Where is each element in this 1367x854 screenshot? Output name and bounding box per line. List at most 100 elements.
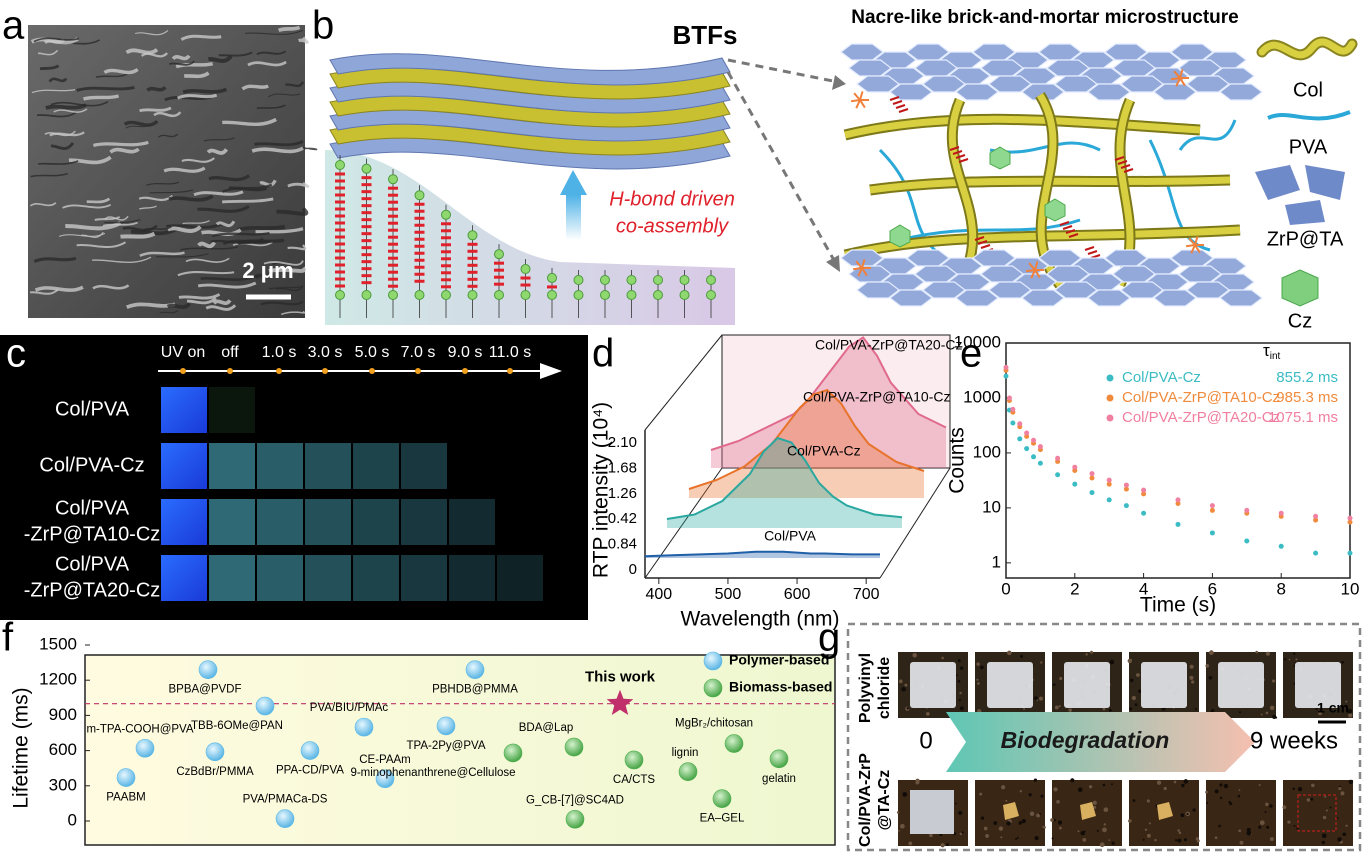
uv-frame	[305, 443, 351, 489]
legend-marker	[1106, 394, 1114, 402]
data-point	[1175, 521, 1181, 527]
uv-frame	[353, 499, 399, 545]
y-tick-label: 300	[49, 775, 77, 794]
data-point	[1010, 406, 1016, 412]
uv-frame	[209, 555, 255, 601]
sem-flake	[120, 231, 156, 239]
y-tick-label: 1500	[39, 634, 77, 653]
data-point	[724, 734, 744, 753]
sem-flake	[208, 174, 251, 182]
pva-chain	[899, 218, 1081, 242]
point-label: PBHDB@PMMA	[432, 684, 518, 696]
ta-molecule	[1173, 70, 1181, 79]
legend-text: Col/PVA-ZrP@TA10-Cz	[1122, 389, 1280, 406]
ta-molecule	[1030, 269, 1036, 279]
chain-atom	[706, 275, 716, 285]
panel-label: d	[592, 332, 614, 376]
soil-grain	[1154, 838, 1157, 842]
data-point	[135, 738, 155, 758]
spectrum-area	[689, 390, 924, 498]
soil-grain	[1175, 839, 1178, 842]
sem-flake	[53, 108, 88, 113]
point-label: CA/CTS	[613, 774, 656, 786]
sem-texture	[29, 25, 318, 316]
sample-name: Col/PVA	[55, 398, 130, 420]
legend-text: ZrP@TA	[1267, 228, 1344, 250]
soil-grain	[1088, 785, 1093, 789]
sem-flake	[143, 226, 172, 231]
soil-grain	[1181, 783, 1185, 788]
col-fiber	[844, 115, 1201, 139]
ta-molecule	[852, 267, 863, 271]
sem-flake	[263, 260, 304, 266]
sem-flake	[177, 270, 235, 277]
soil-grain	[1039, 696, 1044, 701]
soil-grain	[1214, 836, 1218, 840]
arrow	[566, 195, 581, 240]
sem-flake	[287, 244, 307, 251]
uv-frame	[401, 499, 447, 545]
uv-frame	[353, 555, 399, 601]
point-label: lignin	[672, 747, 699, 759]
hexagon-sheet	[856, 281, 900, 299]
sem-flake	[168, 194, 214, 202]
soil-grain	[1237, 794, 1241, 798]
soil-grain	[1015, 837, 1018, 840]
soil-grain	[1068, 708, 1072, 712]
hexagon-sheet	[889, 83, 933, 101]
spectrum-area	[711, 337, 946, 468]
timeline-label: 11.0 s	[489, 344, 531, 361]
chain-atom	[600, 275, 610, 285]
row-label: Col/PVA-ZrP	[857, 753, 874, 847]
sem-flake	[208, 54, 233, 63]
point-label: m-TPA-COOH@PVA	[86, 723, 193, 735]
sem-flake	[92, 256, 152, 264]
soil-grain	[1311, 783, 1315, 788]
soil-grain	[1103, 807, 1109, 813]
data-point	[1175, 501, 1181, 507]
y-tick-label: 10	[982, 497, 1001, 516]
x-tick-label: 700	[853, 586, 880, 603]
soil-grain	[1180, 813, 1185, 818]
sem-flake	[163, 166, 206, 173]
soil-grain	[1329, 806, 1332, 809]
soil-grain	[1178, 831, 1182, 835]
legend-pva	[1267, 110, 1351, 121]
legend-header: τint	[1263, 341, 1281, 361]
soil-grain	[1021, 818, 1026, 824]
y-tick-label: 1.26	[608, 485, 637, 502]
zoom-arrow	[727, 58, 839, 84]
sem-flake	[171, 54, 191, 61]
legend-col	[1258, 38, 1356, 59]
h-bond	[958, 158, 969, 163]
soil-grain	[1306, 798, 1311, 802]
nacre-structure	[840, 43, 1263, 307]
sem-flake	[139, 106, 172, 113]
sem-flake	[210, 237, 264, 245]
sem-flake	[180, 246, 239, 251]
x-tick-label: 4	[1139, 579, 1148, 598]
y-tick-label: 1200	[39, 670, 77, 689]
sem-flake	[123, 119, 159, 127]
soil-grain	[1128, 819, 1132, 823]
sem-flake	[221, 197, 274, 204]
soil-grain	[1039, 812, 1041, 815]
soil-grain	[1292, 787, 1295, 791]
soil-grain	[1000, 836, 1003, 839]
sem-flake	[38, 49, 59, 56]
hexagon-sheet	[1112, 59, 1156, 77]
chain-atom	[388, 290, 398, 300]
soil-grain	[1246, 830, 1252, 836]
data-point	[1278, 543, 1284, 549]
data-point	[1006, 395, 1012, 401]
soil-photo	[1283, 780, 1353, 846]
spectrum-line	[688, 388, 925, 490]
timeline-label: 5.0 s	[355, 344, 390, 361]
soil-grain	[1138, 689, 1142, 694]
sem-flake	[122, 224, 158, 232]
sem-flake	[125, 124, 150, 129]
hexagon-sheet	[1219, 289, 1263, 307]
soil-grain	[1310, 797, 1314, 801]
data-point	[1017, 436, 1023, 442]
sem-flake	[268, 285, 304, 290]
